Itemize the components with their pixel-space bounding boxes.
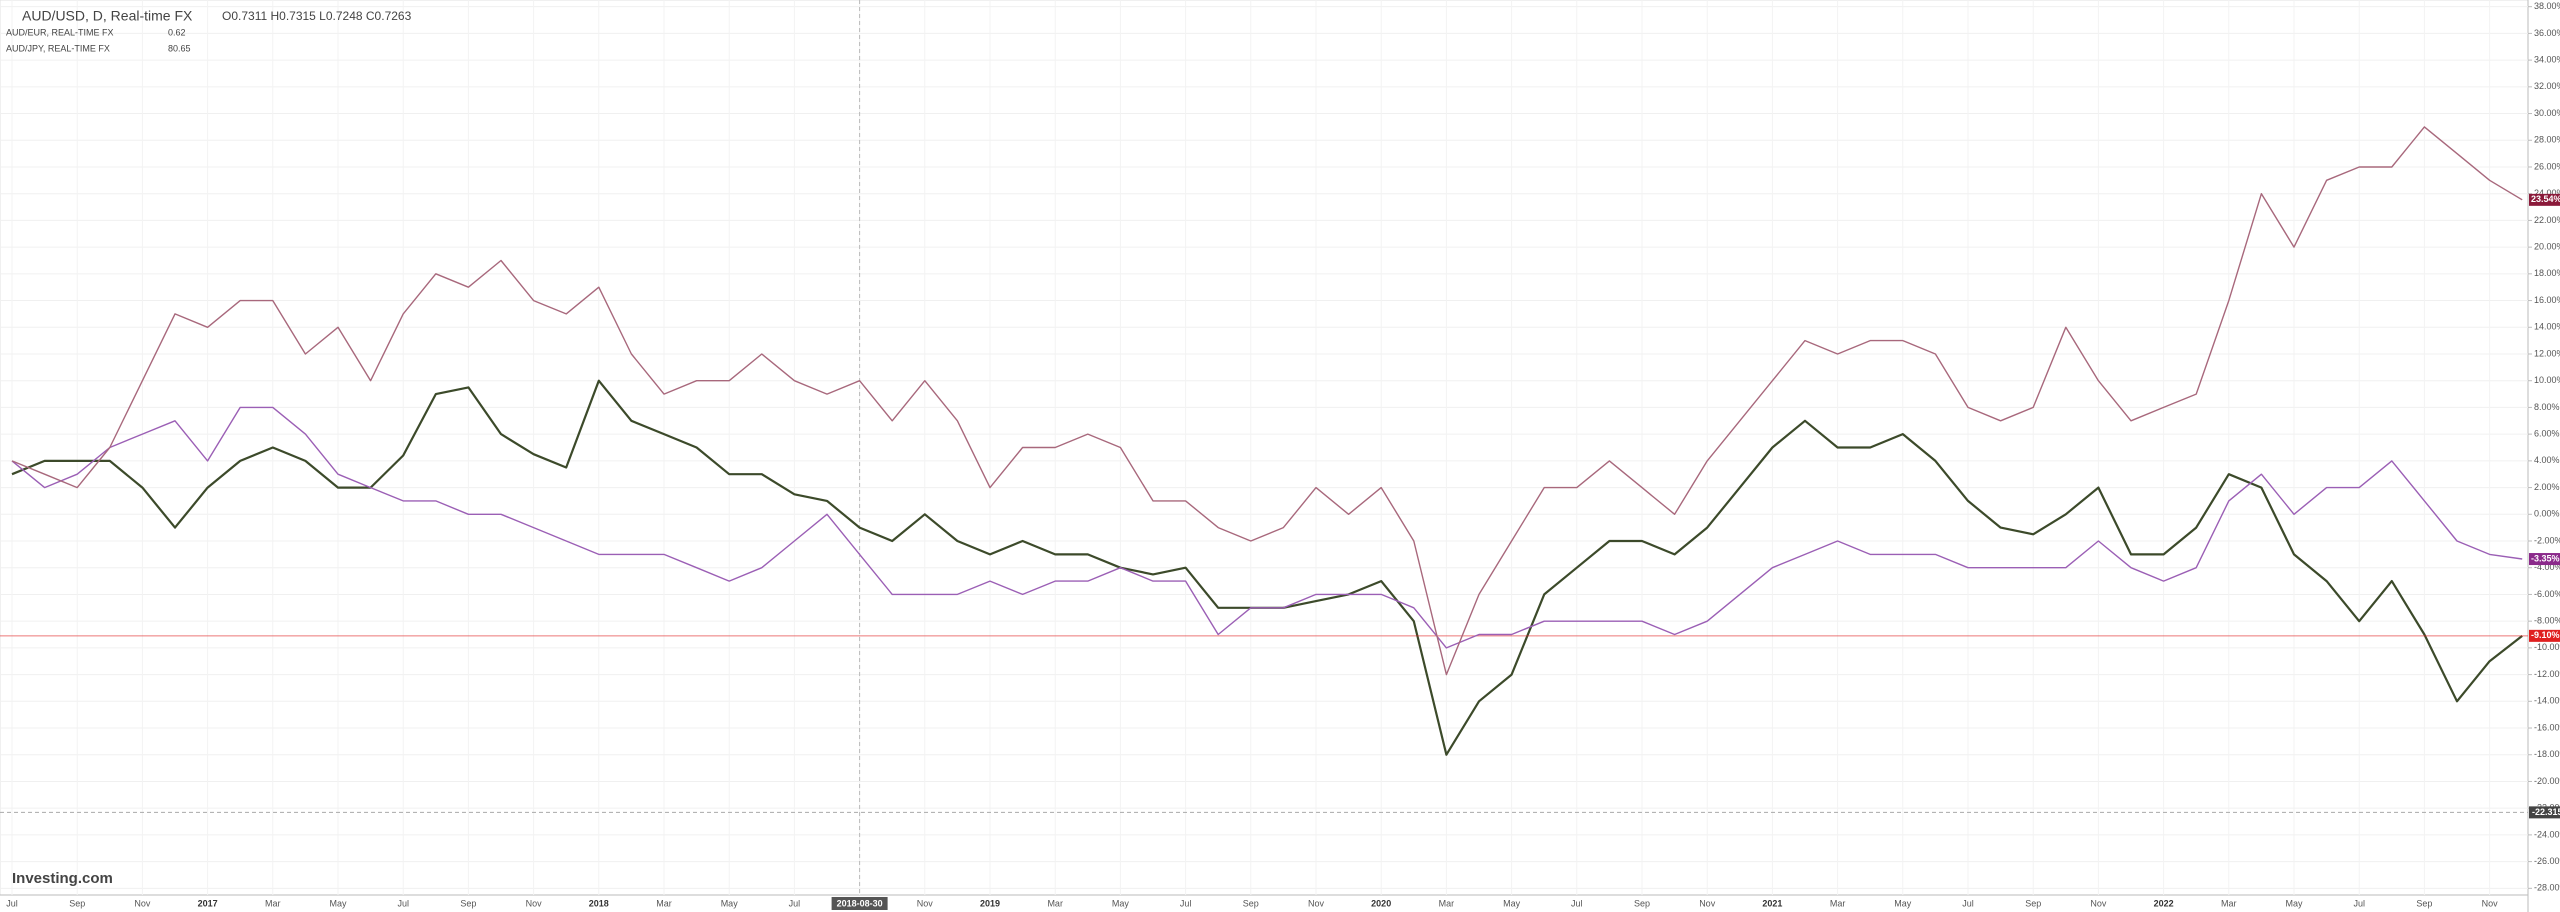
x-tick-label: 2021 xyxy=(1762,898,1782,908)
y-tick-label: 24.00% xyxy=(2534,188,2560,198)
y-tick-label: 34.00% xyxy=(2534,54,2560,64)
legend-value: 0.62 xyxy=(168,27,186,37)
y-tick-label: 0.00% xyxy=(2534,509,2560,519)
y-tick-label: -10.00% xyxy=(2534,642,2560,652)
chart-title: AUD/USD, D, Real-time FX xyxy=(22,8,193,24)
y-tick-label: -28.00% xyxy=(2534,883,2560,893)
y-tick-label: 36.00% xyxy=(2534,28,2560,38)
y-tick-label: 22.00% xyxy=(2534,215,2560,225)
x-tick-label: 2019 xyxy=(980,898,1000,908)
x-tick-label: Nov xyxy=(526,898,543,908)
x-tick-label: May xyxy=(1112,898,1130,908)
ohlc: O0.7311 H0.7315 L0.7248 C0.7263 xyxy=(222,9,412,23)
legend-value: 80.65 xyxy=(168,43,191,53)
y-tick-label: -16.00% xyxy=(2534,722,2560,732)
plot-area xyxy=(0,0,2529,896)
y-tick-label: -24.00% xyxy=(2534,829,2560,839)
x-tick-label: Nov xyxy=(917,898,934,908)
x-tick-label: Sep xyxy=(1634,898,1650,908)
y-tick-label: 12.00% xyxy=(2534,348,2560,358)
x-tick-label: 2018 xyxy=(589,898,609,908)
x-tick-label: Jul xyxy=(789,898,801,908)
x-tick-label: 2022 xyxy=(2154,898,2174,908)
x-tick-label: Sep xyxy=(2416,898,2432,908)
legend-name: AUD/EUR, REAL-TIME FX xyxy=(6,27,114,37)
last-value-label: -9.10% xyxy=(2531,630,2560,640)
y-tick-label: 18.00% xyxy=(2534,268,2560,278)
y-tick-label: 32.00% xyxy=(2534,81,2560,91)
x-tick-label: Mar xyxy=(1830,898,1846,908)
y-tick-label: -20.00% xyxy=(2534,776,2560,786)
y-tick-label: -26.00% xyxy=(2534,856,2560,866)
y-tick-label: 26.00% xyxy=(2534,161,2560,171)
last-value-label: -3.35% xyxy=(2531,553,2560,563)
y-tick-label: 6.00% xyxy=(2534,429,2560,439)
x-tick-label: May xyxy=(721,898,739,908)
x-tick-label: May xyxy=(1894,898,1912,908)
x-tick-label: Nov xyxy=(2482,898,2499,908)
x-tick-label: Nov xyxy=(2090,898,2107,908)
crosshair-y-box xyxy=(2529,806,2560,819)
y-tick-label: 28.00% xyxy=(2534,135,2560,145)
y-tick-label: -8.00% xyxy=(2534,616,2560,626)
x-tick-label: Sep xyxy=(1243,898,1259,908)
x-tick-label: May xyxy=(329,898,347,908)
x-tick-label: Jul xyxy=(1571,898,1583,908)
x-tick-label: Sep xyxy=(2025,898,2041,908)
y-tick-label: 30.00% xyxy=(2534,108,2560,118)
x-tick-label: Mar xyxy=(265,898,281,908)
x-tick-label: Jul xyxy=(1180,898,1192,908)
y-tick-label: -12.00% xyxy=(2534,669,2560,679)
crosshair-x-box xyxy=(831,897,888,910)
last-value-box xyxy=(2529,193,2560,206)
x-tick-label: Nov xyxy=(134,898,151,908)
x-tick-label: Sep xyxy=(69,898,85,908)
y-tick-label: -14.00% xyxy=(2534,696,2560,706)
watermark: Investing.com xyxy=(12,870,113,887)
y-tick-label: -6.00% xyxy=(2534,589,2560,599)
x-tick-label: Mar xyxy=(2221,898,2237,908)
x-tick-label: 2020 xyxy=(1371,898,1391,908)
x-tick-label: Jul xyxy=(1962,898,1974,908)
y-tick-label: 16.00% xyxy=(2534,295,2560,305)
series-lines xyxy=(0,126,2528,756)
series-line xyxy=(11,406,2523,649)
y-tick-label: 8.00% xyxy=(2534,402,2560,412)
y-tick-label: 38.00% xyxy=(2534,1,2560,11)
x-tick-label: Jul xyxy=(397,898,409,908)
x-tick-label: Nov xyxy=(1699,898,1716,908)
x-tick-label: May xyxy=(2285,898,2303,908)
labels: 38.00% 36.00% 34.00% 32.00% 30.00% 28.00% 26.0… xyxy=(6,1,2560,910)
x-tick-label: Sep xyxy=(460,898,476,908)
series-line xyxy=(11,126,2523,676)
y-tick-label: -2.00% xyxy=(2534,535,2560,545)
x-tick-label: Jul xyxy=(6,898,18,908)
last-value-box xyxy=(2529,553,2560,566)
y-tick-label: 4.00% xyxy=(2534,455,2560,465)
crosshair-y-label: -22.3150 xyxy=(2532,807,2560,817)
x-tick-label: Mar xyxy=(1047,898,1063,908)
x-tick-label: Mar xyxy=(1439,898,1455,908)
x-tick-label: Mar xyxy=(656,898,672,908)
x-tick-label: May xyxy=(1503,898,1521,908)
y-tick-label: -4.00% xyxy=(2534,562,2560,572)
y-tick-label: -18.00% xyxy=(2534,749,2560,759)
y-tick-label: 10.00% xyxy=(2534,375,2560,385)
x-tick-label: 2018-08-30 xyxy=(837,898,883,908)
y-tick-label: 20.00% xyxy=(2534,242,2560,252)
y-tick-label: 2.00% xyxy=(2534,482,2560,492)
x-tick-label: Jul xyxy=(2353,898,2365,908)
x-tick-label: Nov xyxy=(1308,898,1325,908)
x-tick-label: 2017 xyxy=(198,898,218,908)
y-tick-label: 14.00% xyxy=(2534,322,2560,332)
last-value-box xyxy=(2529,629,2560,642)
last-value-label: 23.54% xyxy=(2531,194,2560,204)
legend-name: AUD/JPY, REAL-TIME FX xyxy=(6,43,110,53)
